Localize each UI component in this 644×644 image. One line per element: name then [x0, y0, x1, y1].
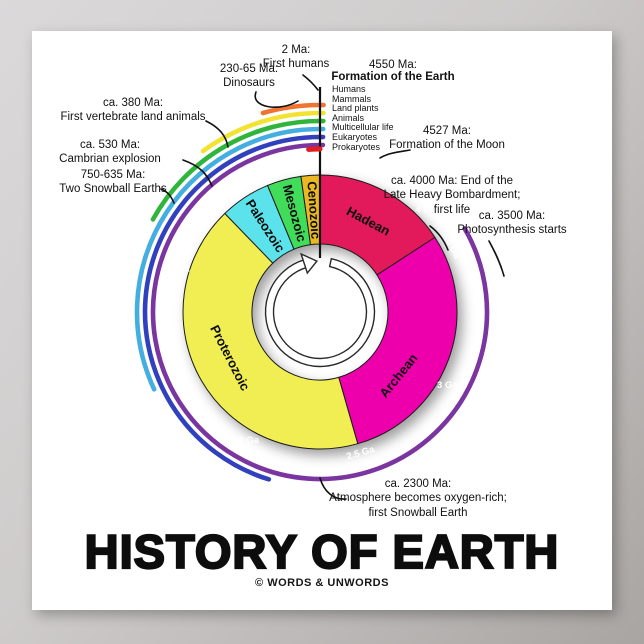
life-arc-eukaryotes — [142, 134, 326, 482]
ring-label: 65 Ma — [283, 159, 312, 174]
formation-of-earth-label: Formation of the Earth — [331, 71, 455, 83]
list-item-animals: Animals — [332, 112, 365, 123]
annotation-first-vertebrate-land-animals: ca. 380 Ma: First vertebrate land animal… — [60, 97, 206, 124]
list-item-prokaryotes: Prokaryotes — [332, 141, 381, 152]
poster-title: HISTORY OF EARTH — [84, 524, 560, 579]
annotation-photosynthesis-starts: ca. 3500 Ma: Photosynthesis starts — [457, 210, 567, 237]
leader-oxygen — [319, 477, 347, 500]
life-arc-land-plants — [200, 110, 326, 154]
ring-label: 4.6 Ga — [324, 161, 353, 172]
leader-photosynthesis — [488, 240, 505, 277]
annotation-oxygen-rich-atmosphere: ca. 2300 Ma: Atmosphere becomes oxygen-r… — [329, 478, 507, 519]
annotation-dinosaurs: 230-65 Ma: Dinosaurs — [219, 63, 279, 90]
leader-bombardment — [429, 225, 449, 251]
leader-dinosaurs — [254, 91, 299, 108]
leader-vertebrates — [205, 120, 229, 148]
annotation-two-snowball-earths: 750-635 Ma: Two Snowball Earths — [59, 169, 167, 196]
life-forms-list: Humans Mammals Land plants Animals Multi… — [332, 84, 394, 152]
era-segment-archean — [338, 236, 458, 445]
cycle-arrow-band — [264, 257, 376, 368]
ring-label: 3 Ga — [437, 380, 458, 391]
ring-label: 2 Ga — [238, 435, 259, 446]
ring-label: 4 Ga — [415, 204, 436, 215]
leader-first-humans — [302, 74, 319, 91]
list-item-mammals: Mammals — [332, 93, 372, 104]
leader-cambrian — [182, 159, 213, 187]
cycle-arrow-head — [299, 252, 319, 275]
ring-label: 1 Ga — [169, 264, 190, 275]
leader-moon — [379, 149, 411, 159]
era-label-cenozoic: Cenozoic — [304, 181, 323, 240]
leader-snowball — [160, 188, 175, 204]
life-arc-multicellular-life — [134, 126, 326, 392]
list-item-eukaryotes: Eukaryotes — [332, 131, 378, 142]
copyright: © WORDS & UNWORDS — [255, 577, 389, 589]
formation-of-earth-date: 4550 Ma: — [369, 59, 417, 71]
life-arc-animals — [150, 118, 326, 222]
life-arc-prokaryotes — [150, 142, 490, 482]
annotation-formation-of-earth: 4550 Ma: Formation of the Earth — [318, 59, 468, 83]
annotation-cambrian-explosion: ca. 530 Ma: Cambrian explosion — [59, 139, 161, 166]
annotation-formation-of-moon: 4527 Ma: Formation of the Moon — [389, 125, 505, 152]
ring-label: 2.5 Ga — [345, 444, 376, 463]
list-item-land-plants: Land plants — [332, 103, 379, 114]
annotation-first-humans: 2 Ma: First humans — [262, 44, 330, 71]
list-item-multicellular-life: Multicellular life — [332, 122, 394, 133]
wheel-body — [182, 152, 458, 450]
era-segment-proterozoic — [182, 212, 359, 450]
list-item-humans: Humans — [332, 84, 366, 94]
annotation-late-heavy-bombardment: ca. 4000 Ma: End of the Late Heavy Bomba… — [383, 175, 521, 216]
